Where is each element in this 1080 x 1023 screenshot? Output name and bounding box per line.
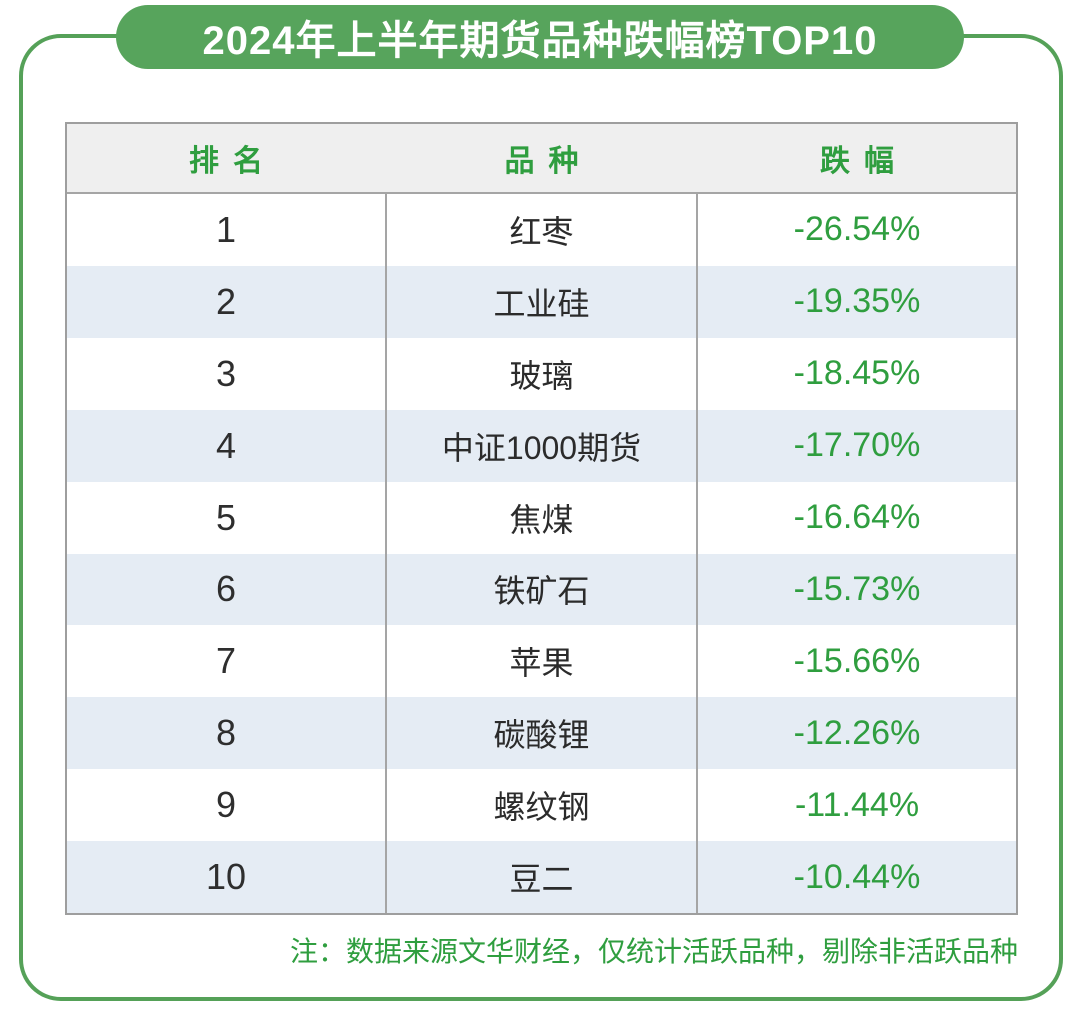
- change-cell: -16.64%: [793, 498, 921, 537]
- rank-cell: 4: [215, 424, 237, 466]
- name-cell: 焦煤: [385, 481, 698, 554]
- name-cell: 碳酸锂: [385, 697, 698, 770]
- name-cell: 工业硅: [385, 265, 698, 338]
- rank-cell: 5: [215, 496, 237, 538]
- column-header-change: 跌幅: [820, 145, 908, 178]
- footnote: 注：数据来源文华财经，仅统计活跃品种，剔除非活跃品种: [289, 936, 1018, 967]
- table-row: 10 豆二 -10.44%: [67, 841, 1016, 914]
- rank-cell: 6: [215, 568, 237, 610]
- table-row: 9 螺纹钢 -11.44%: [67, 769, 1016, 842]
- change-cell: -12.26%: [793, 713, 921, 752]
- change-cell: -17.70%: [793, 426, 921, 465]
- page-title: 2024年上半年期货品种跌幅榜TOP10: [202, 19, 878, 63]
- rank-cell: 9: [215, 784, 237, 826]
- table-row: 3 玻璃 -18.45%: [67, 337, 1016, 410]
- name-cell: 中证1000期货: [385, 409, 698, 482]
- rank-cell: 7: [215, 640, 237, 682]
- change-cell: -15.66%: [793, 641, 921, 680]
- table-row: 5 焦煤 -16.64%: [67, 481, 1016, 554]
- name-cell: 红枣: [385, 194, 698, 266]
- rank-cell: 1: [215, 208, 237, 250]
- title-banner: 2024年上半年期货品种跌幅榜TOP10: [116, 5, 964, 69]
- rank-cell: 3: [215, 352, 237, 394]
- change-cell: -19.35%: [793, 282, 921, 321]
- rank-cell: 10: [205, 856, 247, 898]
- table-row: 4 中证1000期货 -17.70%: [67, 409, 1016, 482]
- table-header-row: 排名 品种 跌幅: [67, 124, 1016, 194]
- column-header-name: 品种: [504, 145, 593, 178]
- rank-cell: 2: [215, 280, 237, 322]
- name-cell: 铁矿石: [385, 553, 698, 626]
- table-row: 2 工业硅 -19.35%: [67, 265, 1016, 338]
- table-row: 6 铁矿石 -15.73%: [67, 553, 1016, 626]
- change-cell: -18.45%: [793, 354, 921, 393]
- change-cell: -11.44%: [794, 785, 920, 824]
- column-header-rank: 排名: [189, 145, 277, 178]
- name-cell: 苹果: [385, 625, 698, 698]
- ranking-table: 排名 品种 跌幅 1 红枣 -26.54% 2 工业硅 -19.35% 3 玻璃…: [65, 122, 1018, 915]
- rank-cell: 8: [215, 712, 237, 754]
- name-cell: 豆二: [385, 841, 698, 914]
- change-cell: -10.44%: [793, 857, 921, 896]
- table-body: 1 红枣 -26.54% 2 工业硅 -19.35% 3 玻璃 -18.45% …: [67, 194, 1016, 914]
- name-cell: 螺纹钢: [385, 769, 698, 842]
- change-cell: -26.54%: [793, 210, 921, 249]
- table-row: 1 红枣 -26.54%: [67, 194, 1016, 266]
- change-cell: -15.73%: [793, 569, 921, 608]
- table-row: 7 苹果 -15.66%: [67, 625, 1016, 698]
- table-row: 8 碳酸锂 -12.26%: [67, 697, 1016, 770]
- name-cell: 玻璃: [385, 337, 698, 410]
